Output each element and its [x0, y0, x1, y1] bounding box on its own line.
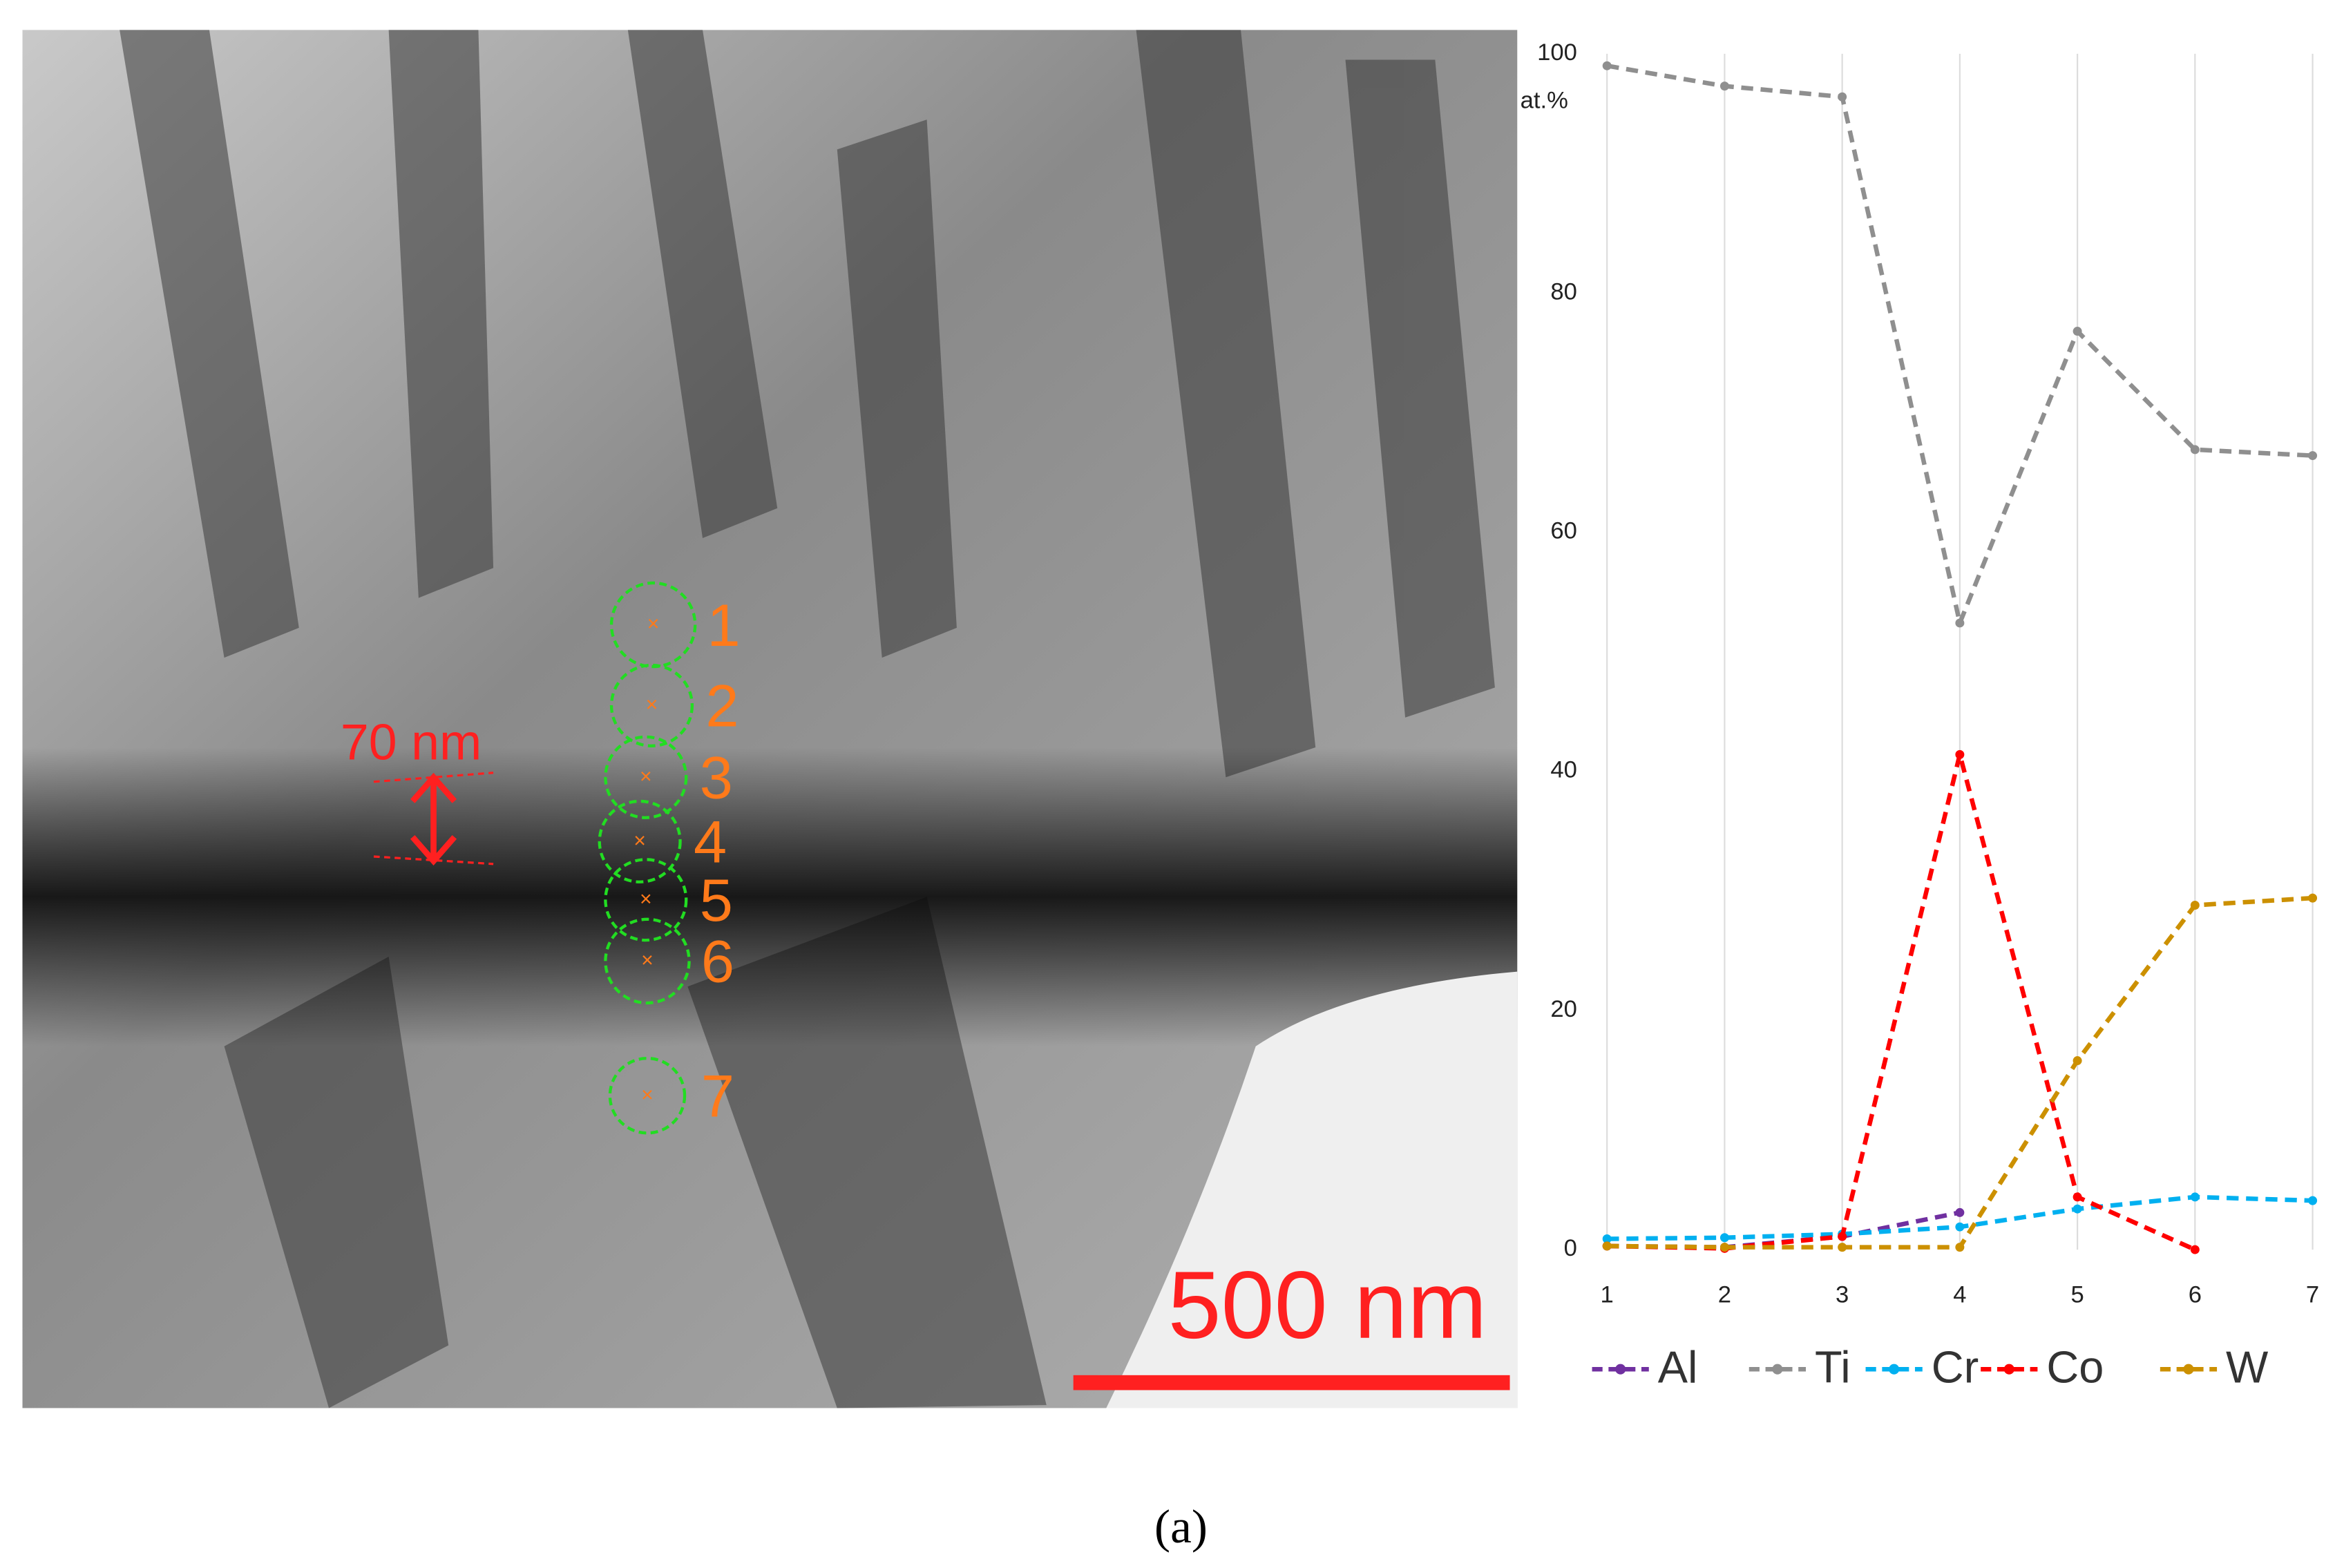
- point: [1955, 1243, 1965, 1252]
- point-label: 4: [694, 810, 727, 876]
- point-label: 1: [707, 593, 741, 659]
- point-cross: ×: [640, 888, 652, 910]
- y-tick-label: 0: [1564, 1235, 1577, 1261]
- x-tick-label: 4: [1953, 1281, 1966, 1308]
- point: [2308, 1196, 2318, 1205]
- point: [1955, 1207, 1965, 1217]
- legend-swatch-dot: [1889, 1364, 1900, 1375]
- legend-swatch-dot: [2183, 1364, 2194, 1375]
- point-label: 2: [705, 673, 739, 740]
- scale-bar-label: 500 nm: [1168, 1252, 1487, 1359]
- legend-label: Cr: [1932, 1341, 1979, 1392]
- point-cross: ×: [646, 694, 658, 716]
- point-label: 5: [700, 868, 733, 934]
- legend-swatch-dot: [1615, 1364, 1626, 1375]
- point-cross: ×: [647, 613, 660, 635]
- point-cross: ×: [641, 1084, 654, 1107]
- point: [1602, 61, 1612, 70]
- point-cross: ×: [640, 765, 652, 788]
- point: [2190, 901, 2200, 910]
- tem-image: [22, 30, 1518, 1408]
- point: [2073, 1056, 2082, 1066]
- point-circle: [598, 799, 682, 883]
- legend-label: Ti: [1815, 1341, 1851, 1392]
- point: [1719, 1243, 1729, 1252]
- point: [1719, 1233, 1729, 1243]
- point-circle: [608, 1056, 687, 1135]
- point: [2190, 1245, 2200, 1254]
- point: [1838, 1243, 1847, 1252]
- y-tick-label: 60: [1550, 518, 1576, 544]
- x-tick-label: 1: [1601, 1281, 1614, 1308]
- point: [2308, 451, 2318, 461]
- legend-label: Al: [1658, 1341, 1698, 1392]
- point: [1719, 82, 1729, 91]
- point: [1955, 1222, 1965, 1232]
- y-axis-label: at.%: [1521, 87, 1568, 113]
- scale-bar: [1073, 1375, 1510, 1390]
- x-tick-label: 7: [2306, 1281, 2319, 1308]
- x-tick-label: 3: [1836, 1281, 1849, 1308]
- thickness-label: 70 nm: [341, 713, 482, 770]
- point-cross: ×: [633, 830, 646, 852]
- point-label: 3: [700, 745, 733, 812]
- y-tick-label: 40: [1550, 757, 1576, 783]
- legend-label: Co: [2046, 1341, 2104, 1392]
- point: [1838, 92, 1847, 102]
- legend-swatch-dot: [2003, 1364, 2014, 1375]
- point: [2073, 327, 2082, 336]
- point-circle: [604, 735, 688, 819]
- point-circle: [604, 858, 688, 942]
- caption: (a): [1154, 1500, 1208, 1553]
- point: [1838, 1232, 1847, 1241]
- point: [2308, 893, 2318, 903]
- point: [1602, 1241, 1612, 1251]
- point-circle: [604, 917, 691, 1005]
- point-cross: ×: [641, 949, 654, 972]
- point: [2073, 1204, 2082, 1214]
- point-label: 6: [701, 929, 734, 995]
- point: [2190, 1192, 2200, 1202]
- thickness-marker: [373, 772, 494, 866]
- point: [1602, 1234, 1612, 1243]
- y-tick-label: 80: [1550, 278, 1576, 305]
- point-label: 7: [701, 1063, 734, 1129]
- point: [1955, 749, 1965, 759]
- point-circle: [609, 663, 694, 747]
- legend-swatch-dot: [1772, 1364, 1783, 1375]
- point: [2073, 1192, 2082, 1202]
- y-tick-label: 20: [1550, 996, 1576, 1022]
- legend-label: W: [2226, 1341, 2269, 1392]
- x-tick-label: 2: [1718, 1281, 1731, 1308]
- point: [1955, 618, 1965, 628]
- point: [2190, 445, 2200, 455]
- x-tick-label: 5: [2070, 1281, 2084, 1308]
- x-tick-label: 6: [2189, 1281, 2202, 1308]
- y-tick-label: 100: [1537, 39, 1577, 66]
- line: [1607, 754, 2196, 1252]
